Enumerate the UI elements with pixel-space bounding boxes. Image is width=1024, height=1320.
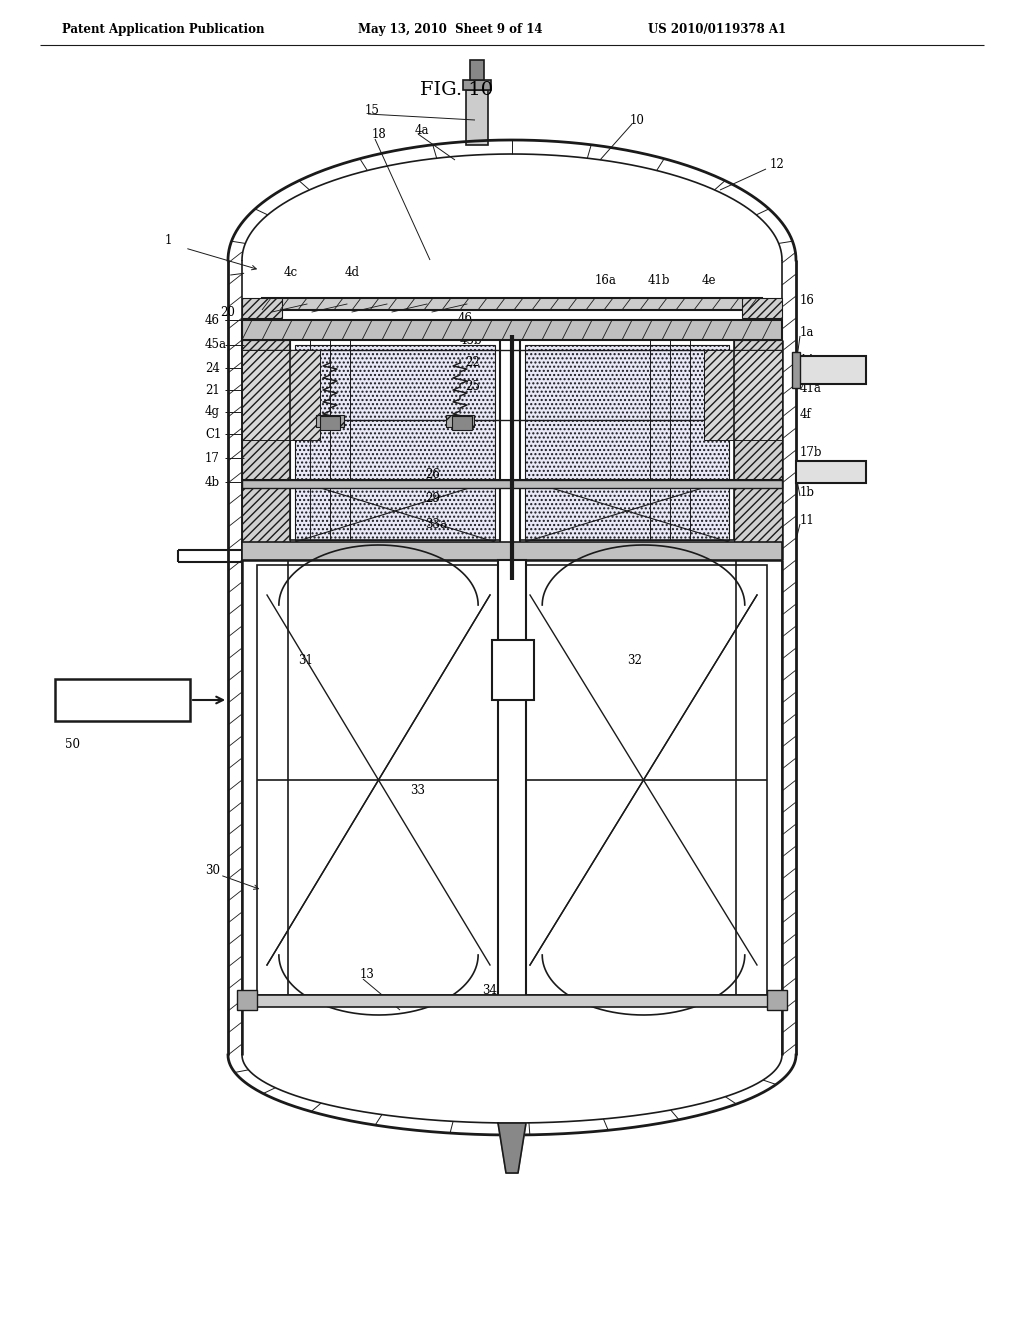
Bar [705, 350, 782, 440]
Text: 4b: 4b [205, 475, 220, 488]
Text: C2: C2 [800, 462, 816, 475]
Text: 30: 30 [205, 863, 220, 876]
Text: CONTROLLER: CONTROLLER [78, 694, 167, 705]
Bar [242, 298, 282, 318]
Bar [242, 543, 782, 560]
Text: FIG. 10: FIG. 10 [420, 81, 494, 99]
Text: 32: 32 [627, 653, 642, 667]
Bar [262, 298, 762, 310]
Text: 16a: 16a [595, 273, 616, 286]
Bar [242, 319, 782, 341]
Text: 4d: 4d [345, 265, 360, 279]
Text: 34: 34 [482, 983, 498, 997]
Bar [257, 565, 500, 995]
Text: 21: 21 [205, 384, 220, 396]
Bar [734, 341, 782, 560]
Text: 46: 46 [458, 312, 473, 325]
Bar [520, 341, 734, 540]
Bar [242, 341, 290, 560]
Text: 41b: 41b [648, 273, 671, 286]
Bar [446, 414, 474, 426]
Bar [470, 59, 484, 81]
Text: 33: 33 [410, 784, 425, 796]
Text: 17: 17 [205, 451, 220, 465]
Text: 10: 10 [630, 114, 645, 127]
Text: 24: 24 [205, 362, 220, 375]
Bar [55, 678, 190, 721]
Text: 17b: 17b [800, 446, 822, 458]
Bar [237, 990, 257, 1010]
Text: 4a: 4a [415, 124, 429, 136]
Text: 45a: 45a [205, 338, 227, 351]
Bar [242, 480, 782, 488]
Bar [466, 90, 488, 145]
Text: 18: 18 [372, 128, 387, 141]
Text: 1b: 1b [800, 486, 815, 499]
Text: 50: 50 [65, 738, 80, 751]
Bar [742, 298, 782, 318]
Bar [319, 416, 340, 430]
Bar [767, 990, 787, 1010]
Text: 26: 26 [425, 469, 440, 482]
Bar [242, 350, 319, 440]
Text: US 2010/0119378 A1: US 2010/0119378 A1 [648, 22, 786, 36]
Text: 25: 25 [465, 380, 480, 393]
Bar [452, 416, 472, 430]
Bar [796, 461, 866, 483]
Text: 4c: 4c [284, 265, 298, 279]
Text: 20: 20 [220, 305, 234, 318]
Text: May 13, 2010  Sheet 9 of 14: May 13, 2010 Sheet 9 of 14 [358, 22, 543, 36]
Bar [492, 640, 534, 700]
Text: 4g: 4g [205, 405, 220, 418]
Bar [463, 81, 490, 90]
Bar [290, 341, 500, 540]
Bar [525, 345, 729, 540]
Text: 13: 13 [360, 969, 375, 982]
Text: 46: 46 [205, 314, 220, 326]
Text: 4f: 4f [800, 408, 812, 421]
Bar [498, 560, 526, 1001]
Text: 14: 14 [800, 354, 815, 367]
Bar [295, 345, 495, 540]
Text: C1: C1 [205, 428, 221, 441]
Text: 1a: 1a [800, 326, 814, 338]
Text: 1: 1 [165, 234, 172, 247]
Text: 45b: 45b [460, 334, 482, 346]
Polygon shape [498, 1123, 526, 1173]
Bar [792, 352, 800, 388]
Text: Patent Application Publication: Patent Application Publication [62, 22, 264, 36]
Text: 11: 11 [800, 513, 815, 527]
Bar [242, 995, 782, 1007]
Bar [316, 414, 344, 426]
Bar [796, 356, 866, 384]
Text: 31: 31 [298, 653, 313, 667]
Text: 22: 22 [465, 356, 480, 370]
Text: 16: 16 [800, 293, 815, 306]
Text: 17a: 17a [425, 544, 446, 557]
Text: 15: 15 [365, 103, 380, 116]
Text: 29: 29 [425, 491, 440, 504]
Text: 41a: 41a [800, 381, 822, 395]
Bar [520, 565, 767, 995]
Text: 12: 12 [770, 158, 784, 172]
Text: 4e: 4e [702, 273, 717, 286]
Text: 33a: 33a [425, 519, 447, 532]
